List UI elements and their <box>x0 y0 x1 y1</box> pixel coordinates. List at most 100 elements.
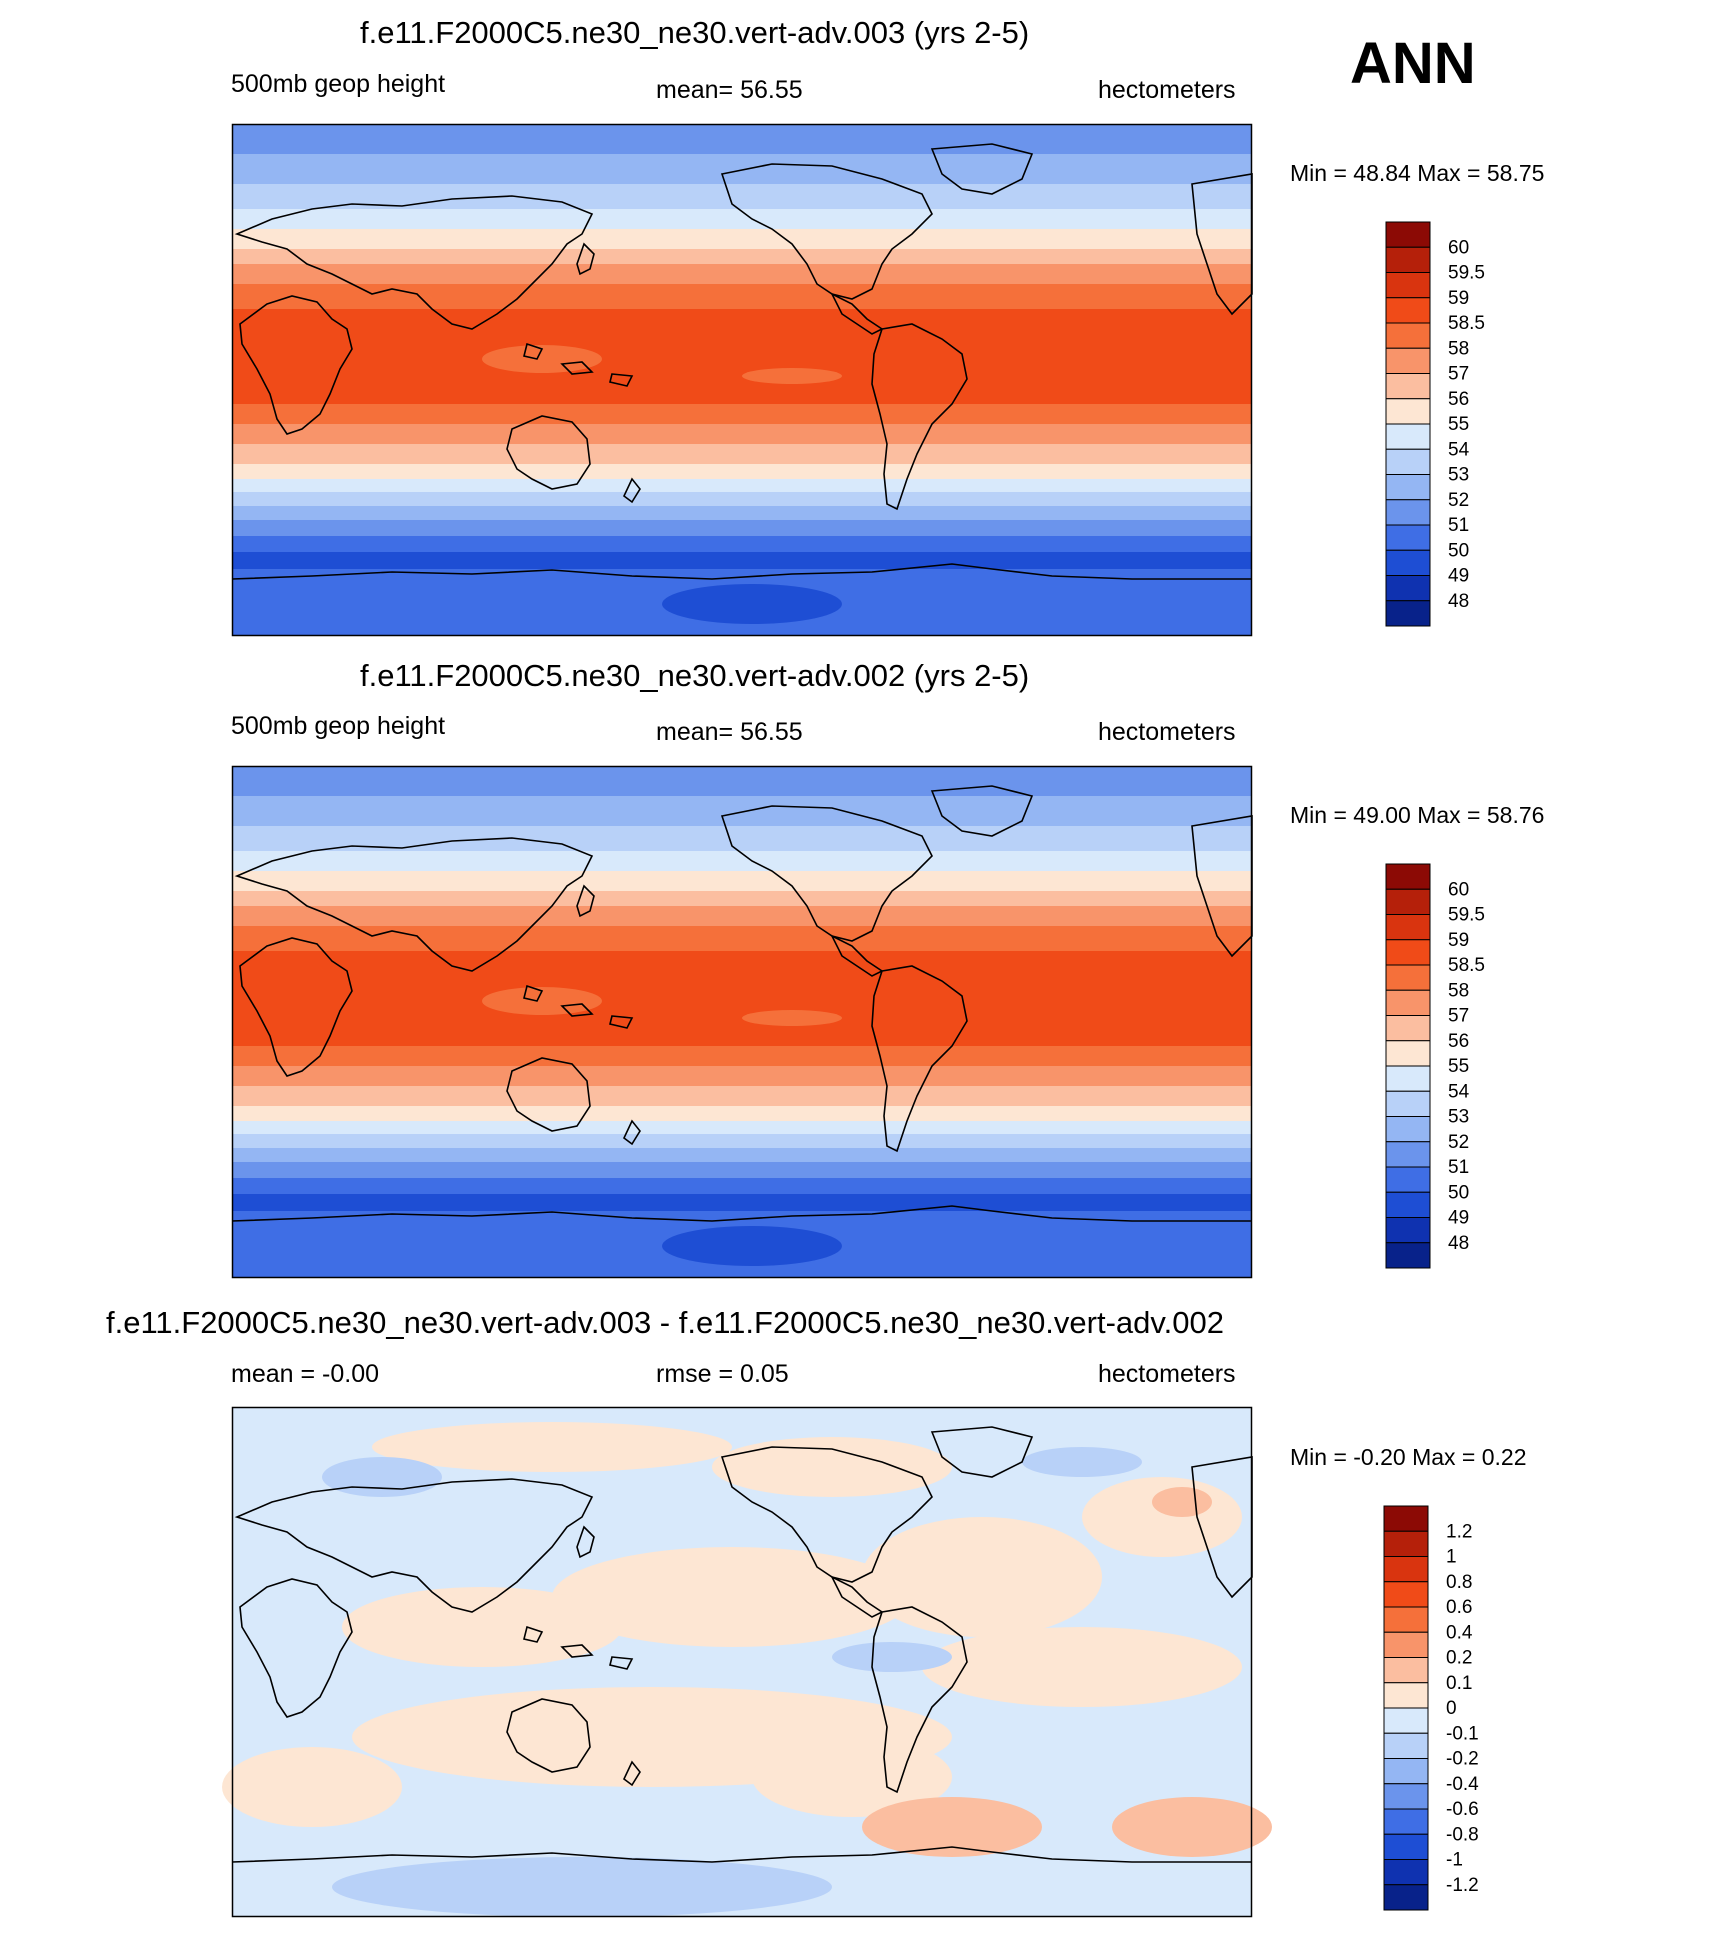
season-label: ANN <box>1350 31 1476 96</box>
colorbar-tick-label: 57 <box>1448 1006 1469 1027</box>
colorbar-swatch <box>1385 1141 1431 1168</box>
colorbar-swatch <box>1383 1556 1429 1583</box>
colorbar-swatch <box>1385 1116 1431 1143</box>
contour-band <box>232 1086 1252 1106</box>
colorbar-swatch <box>1383 1707 1429 1734</box>
colorbar-tick-label: 59.5 <box>1448 263 1485 284</box>
coastline <box>231 1846 1252 1863</box>
contour-blob <box>1152 1487 1212 1517</box>
coastline <box>930 785 1034 837</box>
coastline <box>871 1606 968 1794</box>
coastline <box>506 1698 591 1773</box>
colorbar-tick-label: -0.2 <box>1446 1749 1479 1770</box>
colorbar-tick-label: 56 <box>1448 1031 1469 1052</box>
colorbar-swatch <box>1383 1505 1429 1532</box>
contour-band <box>232 891 1252 906</box>
colorbar-tick-label: 0.2 <box>1446 1648 1472 1669</box>
contour-band <box>232 1066 1252 1086</box>
coastline <box>523 984 544 1002</box>
colorbar-tick-label: -1.2 <box>1446 1875 1479 1896</box>
contour-band <box>232 1178 1252 1194</box>
colorbar-tick-label: 52 <box>1448 490 1469 511</box>
colorbar-tick-label: 0 <box>1446 1698 1457 1719</box>
colorbar-tick-label: 51 <box>1448 1157 1469 1178</box>
colorbar-tick-label: 0.4 <box>1446 1622 1473 1643</box>
panel-2-minmax-label: Min = 49.00 Max = 58.76 <box>1290 802 1545 828</box>
coastline <box>622 477 641 504</box>
coastline <box>576 884 595 918</box>
coastline <box>560 361 594 375</box>
colorbar-swatch <box>1383 1682 1429 1709</box>
contour-band <box>232 1194 1252 1211</box>
coastline <box>720 805 933 942</box>
contour-band <box>232 479 1252 492</box>
contour-band <box>232 424 1252 444</box>
panel-1-minmax-label: Min = 48.84 Max = 58.75 <box>1290 160 1545 186</box>
coastline <box>622 1119 641 1146</box>
contour-band <box>232 249 1252 264</box>
contour-band <box>232 209 1252 229</box>
contour-band <box>232 951 1252 1046</box>
colorbar-swatch <box>1385 1090 1431 1117</box>
contour-blob <box>752 1737 952 1817</box>
contour-band <box>232 1106 1252 1121</box>
colorbar-swatch <box>1385 964 1431 991</box>
colorbar-tick-label: 59 <box>1448 930 1469 951</box>
contour-blob <box>862 1797 1042 1857</box>
coastline <box>576 242 595 276</box>
coastline <box>622 1760 641 1787</box>
colorbar-tick-label: 0.1 <box>1446 1673 1472 1694</box>
contour-blob <box>222 1747 402 1827</box>
coastline <box>234 837 594 972</box>
coastline <box>506 415 591 490</box>
panel-1-colorbar: 60 59.5 59 58.5 58 57 56 55 54 53 52 51 50 49 48 <box>1385 221 1485 627</box>
contour-blob <box>1112 1797 1272 1857</box>
contour-band <box>232 506 1252 520</box>
contour-band <box>232 1148 1252 1162</box>
coastline-layer <box>231 785 1253 1222</box>
colorbar-swatch <box>1383 1657 1429 1684</box>
contour-band <box>232 520 1252 536</box>
coastline <box>239 1578 353 1718</box>
colorbar-tick-label: 49 <box>1448 566 1469 587</box>
contour-blob <box>482 987 602 1015</box>
panel-2-map <box>231 765 1253 1279</box>
colorbar-swatch <box>1385 322 1431 349</box>
colorbar-swatch <box>1385 549 1431 576</box>
contour-band <box>232 552 1252 569</box>
contour-blob <box>342 1587 622 1667</box>
coastline <box>609 373 634 387</box>
contour-fill-layer <box>232 124 1252 636</box>
coastline <box>231 1205 1252 1222</box>
contour-band <box>232 536 1252 552</box>
colorbar-swatch <box>1385 474 1431 501</box>
colorbar-tick-label: 60 <box>1448 879 1469 900</box>
colorbar-swatch <box>1385 863 1431 890</box>
contour-blob <box>832 1642 952 1672</box>
colorbar-tick-label: 55 <box>1448 414 1469 435</box>
contour-fill-layer <box>222 1407 1272 1917</box>
colorbar-swatch <box>1385 989 1431 1016</box>
colorbar-swatch <box>1385 888 1431 915</box>
colorbar-swatch <box>1385 297 1431 324</box>
coastline <box>576 1525 595 1559</box>
panel-2-units-label: hectometers <box>1098 718 1236 746</box>
contour-band <box>232 1121 1252 1134</box>
map-frame <box>231 765 1253 1279</box>
contour-fill-layer <box>232 766 1252 1278</box>
colorbar-tick-label: 56 <box>1448 389 1469 410</box>
colorbar-tick-label: 1.2 <box>1446 1521 1472 1542</box>
coastline <box>871 323 968 511</box>
colorbar-swatch <box>1383 1783 1429 1810</box>
colorbar-swatch <box>1385 1015 1431 1042</box>
colorbar-swatch <box>1385 600 1431 627</box>
contour-blob <box>712 1437 952 1497</box>
colorbar-tick-label: 58 <box>1448 338 1469 359</box>
colorbar-tick-label: 53 <box>1448 465 1469 486</box>
colorbar-tick-label: -0.8 <box>1446 1824 1479 1845</box>
colorbar-swatch <box>1385 524 1431 551</box>
map-frame <box>231 123 1253 637</box>
map-frame <box>231 1406 1253 1918</box>
colorbar-tick-label: 0.8 <box>1446 1572 1472 1593</box>
contour-blob <box>1022 1447 1142 1477</box>
